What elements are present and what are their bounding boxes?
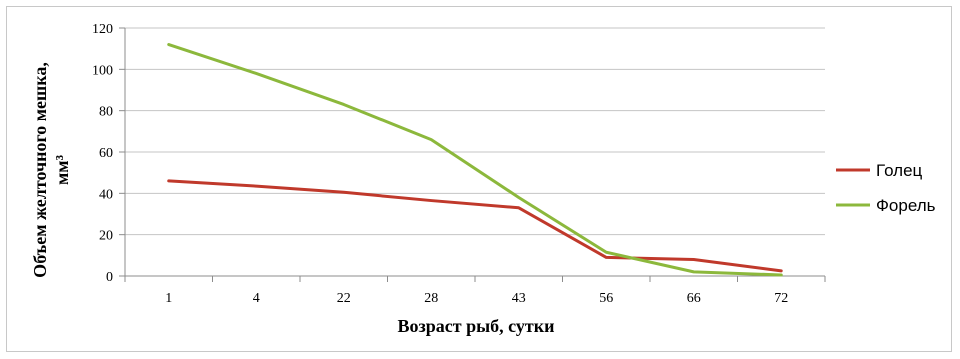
x-tick-label: 28 [424, 291, 438, 306]
y-tick-label: 100 [92, 63, 113, 78]
gridlines [119, 27, 826, 282]
y-tick-label: 40 [99, 187, 113, 202]
y-tick-label: 20 [99, 229, 113, 244]
x-axis-ticks: 1 4 22 28 43 56 66 72 [165, 291, 788, 306]
y-axis-title: Объем желточного мешка, мм³ [30, 62, 72, 278]
y-tick-label: 80 [99, 105, 113, 120]
y-axis-title-line1: Объем желточного мешка, [30, 62, 50, 278]
x-axis-title: Возраст рыб, сутки [398, 316, 555, 336]
y-tick-label: 60 [99, 146, 113, 161]
x-tick-label: 22 [337, 291, 351, 306]
series-line-0 [167, 179, 783, 273]
x-tick-label: 1 [165, 291, 172, 306]
y-axis-title-line2: мм³ [52, 154, 72, 185]
x-tick-label: 66 [687, 291, 701, 306]
y-tick-label: 0 [106, 270, 113, 285]
chart-frame [6, 6, 952, 352]
x-tick-label: 56 [599, 291, 613, 306]
x-tick-label: 43 [512, 291, 526, 306]
y-tick-label: 120 [92, 22, 113, 37]
legend: Голец Форель [836, 161, 936, 215]
legend-label: Форель [876, 196, 936, 215]
series-lines [167, 43, 783, 277]
legend-label: Голец [876, 161, 923, 180]
x-tick-label: 72 [774, 291, 788, 306]
y-axis-ticks: 0 20 40 60 80 100 120 [92, 22, 113, 285]
series-line-1 [167, 43, 783, 277]
x-tick-label: 4 [253, 291, 260, 306]
